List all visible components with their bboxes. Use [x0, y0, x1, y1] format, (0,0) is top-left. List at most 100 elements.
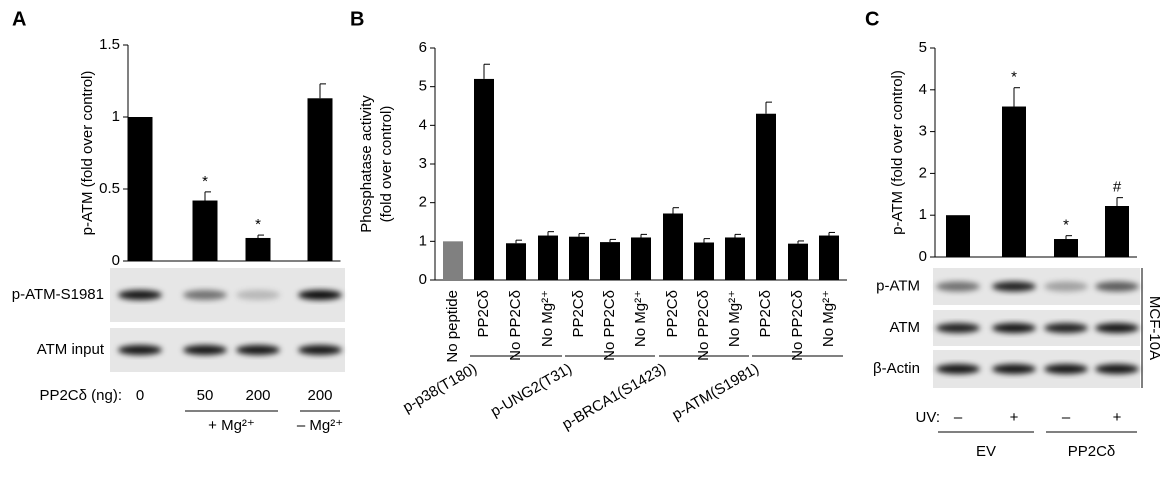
blot-band — [992, 323, 1036, 333]
y-tick-label: 3 — [419, 155, 427, 172]
group-label: EV — [976, 443, 996, 460]
panel-letter: A — [12, 8, 26, 30]
significance-marker: * — [255, 216, 261, 233]
lane-label: 200 — [245, 387, 270, 404]
blot-band — [298, 345, 342, 355]
blot-band — [992, 282, 1036, 292]
y-tick-label: 0.5 — [99, 180, 120, 197]
y-tick-label: 2 — [919, 164, 927, 181]
blot-label: p-ATM — [876, 277, 920, 294]
lane-label: – — [954, 409, 963, 426]
panel-letter: B — [350, 8, 364, 30]
blot-band — [118, 290, 162, 300]
x-tick-label: No PP2Cδ — [695, 290, 712, 361]
bar — [474, 79, 494, 280]
bar — [308, 98, 333, 261]
error-bar — [205, 192, 211, 201]
x-tick-label: No Mg²⁺ — [539, 290, 556, 347]
y-tick-label: 6 — [419, 39, 427, 56]
error-bar — [1014, 88, 1020, 107]
lane-label: + — [1010, 409, 1019, 426]
x-tick-label: No PP2Cδ — [507, 290, 524, 361]
group-label: + Mg²⁺ — [208, 417, 255, 434]
lane-label: + — [1113, 409, 1122, 426]
error-bar — [320, 84, 326, 98]
group-label: – Mg²⁺ — [297, 417, 343, 434]
blot-band — [236, 345, 280, 355]
error-bar — [829, 232, 835, 235]
y-tick-label: 5 — [419, 78, 427, 95]
blot-band — [183, 290, 227, 300]
bar — [1054, 239, 1078, 257]
y-tick-label: 4 — [919, 81, 927, 98]
bar — [193, 201, 218, 261]
y-tick-label: 1 — [419, 232, 427, 249]
bar — [600, 242, 620, 280]
y-axis-label: p-ATM (fold over control) — [79, 71, 96, 236]
error-bar — [548, 232, 554, 236]
blot-band — [1044, 364, 1088, 374]
error-bar — [610, 239, 616, 242]
significance-marker: * — [1063, 217, 1069, 234]
blot-band — [992, 364, 1036, 374]
error-bar — [258, 235, 264, 238]
bar — [694, 242, 714, 280]
y-axis-label: p-ATM (fold over control) — [889, 70, 906, 235]
x-tick-label: No Mg²⁺ — [726, 290, 743, 347]
error-bar — [673, 208, 679, 214]
bar — [819, 236, 839, 280]
bar — [756, 114, 776, 280]
error-bar — [579, 234, 585, 237]
x-tick-label: No Mg²⁺ — [820, 290, 837, 347]
y-axis-label: Phosphatase activity — [358, 95, 375, 233]
blot-label: ATM input — [37, 341, 105, 358]
error-bar — [484, 64, 490, 79]
bar — [946, 215, 970, 257]
error-bar — [798, 241, 804, 244]
bar — [538, 236, 558, 280]
blot-band — [298, 290, 342, 300]
x-tick-label: No Mg²⁺ — [632, 290, 649, 347]
group-label: p-BRCA1(S1423) — [559, 360, 669, 433]
blot-label: β-Actin — [873, 360, 920, 377]
blot-band — [936, 282, 980, 292]
bar — [725, 237, 745, 280]
x-tick-label: PP2Cδ — [757, 290, 774, 338]
y-tick-label: 2 — [419, 194, 427, 211]
group-label: p-p38(T180) — [400, 360, 480, 416]
y-tick-label: 3 — [919, 123, 927, 140]
lane-row-label: UV: — [916, 409, 940, 426]
y-tick-label: 1 — [112, 108, 120, 125]
error-bar — [735, 234, 741, 237]
significance-marker: * — [1011, 69, 1017, 86]
error-bar — [1117, 198, 1123, 206]
lane-label: 200 — [307, 387, 332, 404]
bar — [1002, 107, 1026, 257]
blot-band — [1044, 282, 1088, 292]
bar — [788, 244, 808, 280]
bar — [506, 243, 526, 280]
bar — [1105, 206, 1129, 257]
bar — [246, 238, 271, 261]
group-label: PP2Cδ — [1068, 443, 1116, 460]
x-tick-label: No PP2Cδ — [601, 290, 618, 361]
blot-label: ATM — [889, 319, 920, 336]
blot-band — [183, 345, 227, 355]
x-tick-label: PP2Cδ — [475, 290, 492, 338]
y-tick-label: 1 — [919, 206, 927, 223]
lane-row-label: PP2Cδ (ng): — [39, 387, 122, 404]
error-bar — [704, 239, 710, 243]
blot-band — [118, 345, 162, 355]
blot-band — [1095, 364, 1139, 374]
y-tick-label: 0 — [919, 248, 927, 265]
cell-line-label: MCF-10A — [1146, 296, 1162, 360]
y-tick-label: 5 — [919, 39, 927, 56]
blot-band — [236, 290, 280, 300]
figure: A00.511.5p-ATM (fold over control)**p-AT… — [0, 0, 1162, 480]
y-tick-label: 0 — [112, 252, 120, 269]
significance-marker: # — [1113, 179, 1122, 196]
lane-label: 0 — [136, 387, 144, 404]
x-tick-label: No PP2Cδ — [789, 290, 806, 361]
blot-band — [1044, 323, 1088, 333]
x-tick-label: PP2Cδ — [664, 290, 681, 338]
